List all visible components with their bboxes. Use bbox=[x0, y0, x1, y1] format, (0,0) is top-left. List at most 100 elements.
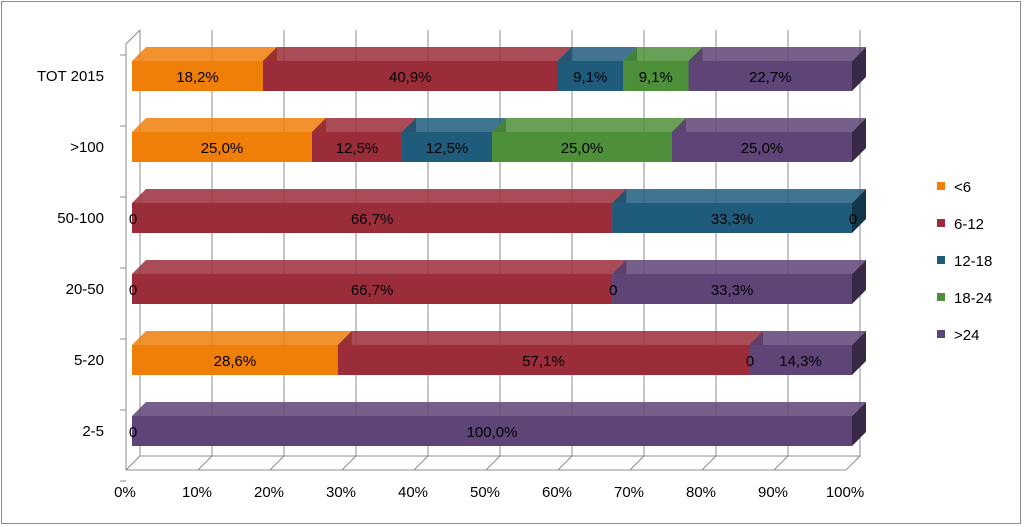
left-wall-top bbox=[125, 29, 141, 45]
bar-segment bbox=[749, 331, 866, 375]
x-tick-label: 60% bbox=[542, 484, 572, 501]
bar-segment bbox=[612, 189, 866, 233]
bar-front bbox=[402, 132, 492, 162]
bar-top bbox=[337, 331, 764, 345]
value-axis-labels: 0% 10% 20% 30% 40% 50% 60% 70% 80% 90% 100% bbox=[114, 484, 864, 501]
x-tick-label: 80% bbox=[686, 484, 716, 501]
data-label: 22,7% bbox=[749, 69, 792, 86]
bar-top bbox=[492, 118, 686, 132]
legend-swatch bbox=[937, 182, 945, 190]
data-label: 25,0% bbox=[561, 140, 604, 157]
bar-segment bbox=[132, 47, 278, 91]
bar-front bbox=[688, 61, 852, 91]
bar-top bbox=[132, 118, 326, 132]
x-tick-label: 70% bbox=[614, 484, 644, 501]
bar-side bbox=[852, 189, 866, 233]
legend-label: <6 bbox=[954, 179, 971, 196]
data-label: 9,1% bbox=[573, 69, 607, 86]
data-label: 18,2% bbox=[176, 69, 219, 86]
x-tick-label: 0% bbox=[114, 484, 136, 501]
data-label: 0 bbox=[129, 424, 137, 441]
data-label: 28,6% bbox=[214, 353, 257, 370]
x-tick-label: 20% bbox=[254, 484, 284, 501]
bar-top bbox=[263, 47, 572, 61]
category-label: TOT 2015 bbox=[37, 68, 104, 85]
data-label: 0 bbox=[609, 282, 617, 299]
legend-label: 18-24 bbox=[954, 290, 992, 307]
bar-front bbox=[263, 61, 558, 91]
x-tick-label: 30% bbox=[326, 484, 356, 501]
legend-swatch bbox=[937, 293, 945, 301]
bar-top bbox=[623, 47, 703, 61]
bar-top bbox=[312, 118, 416, 132]
legend-label: >24 bbox=[954, 327, 979, 344]
floor-gridline bbox=[269, 455, 285, 471]
legend-swatch bbox=[937, 330, 945, 338]
data-label: 25,0% bbox=[201, 140, 244, 157]
data-label: 33,3% bbox=[711, 282, 754, 299]
data-label: 40,9% bbox=[389, 69, 432, 86]
bar-front bbox=[672, 132, 852, 162]
data-label: 25,0% bbox=[741, 140, 784, 157]
bar-top bbox=[688, 47, 866, 61]
bar-front bbox=[749, 345, 852, 375]
data-label: 12,5% bbox=[426, 140, 469, 157]
floor-gridline bbox=[413, 455, 429, 471]
bar-segment bbox=[132, 118, 326, 162]
bar-front bbox=[612, 274, 852, 304]
bar-side bbox=[852, 260, 866, 304]
bar-front bbox=[132, 132, 312, 162]
bar-top bbox=[557, 47, 638, 61]
x-tick-label: 100% bbox=[826, 484, 864, 501]
bar-side bbox=[852, 402, 866, 446]
data-label: 12,5% bbox=[336, 140, 379, 157]
data-label: 0 bbox=[746, 353, 754, 370]
category-axis-labels: TOT 2015 >100 50-100 20-50 5-20 2-5 bbox=[37, 68, 104, 440]
category-label: 20-50 bbox=[66, 281, 104, 298]
bar-side bbox=[852, 118, 866, 162]
category-label: 5-20 bbox=[74, 352, 104, 369]
bar-front bbox=[623, 61, 689, 91]
bar-front bbox=[337, 345, 750, 375]
data-label: 0 bbox=[129, 211, 137, 228]
bar-segment bbox=[672, 118, 866, 162]
data-label: 33,3% bbox=[711, 211, 754, 228]
bar-front bbox=[132, 61, 264, 91]
bar-side bbox=[852, 47, 866, 91]
x-tick-label: 90% bbox=[758, 484, 788, 501]
data-label: 0 bbox=[849, 211, 857, 228]
floor-gridline bbox=[341, 455, 357, 471]
bar-front bbox=[612, 203, 852, 233]
data-label: 66,7% bbox=[351, 211, 394, 228]
data-label: 9,1% bbox=[639, 69, 673, 86]
bar-top bbox=[672, 118, 866, 132]
bar-top bbox=[132, 260, 627, 274]
category-label: 2-5 bbox=[82, 423, 104, 440]
gridlines bbox=[125, 30, 861, 471]
data-label: 66,7% bbox=[351, 282, 394, 299]
data-label: 0 bbox=[129, 282, 137, 299]
bar-top bbox=[612, 260, 866, 274]
bar-top bbox=[132, 331, 352, 345]
legend-swatch bbox=[937, 219, 945, 227]
bar-top bbox=[749, 331, 866, 345]
data-label: 14,3% bbox=[779, 353, 822, 370]
bar-top bbox=[402, 118, 506, 132]
legend-label: 12-18 bbox=[954, 253, 992, 270]
floor-gridline bbox=[197, 455, 213, 471]
floor-gridline bbox=[845, 455, 861, 471]
bar-top bbox=[132, 47, 278, 61]
floor-gridline bbox=[557, 455, 573, 471]
x-tick-label: 40% bbox=[398, 484, 428, 501]
category-label: >100 bbox=[70, 139, 104, 156]
bar-side bbox=[852, 331, 866, 375]
x-tick-label: 50% bbox=[470, 484, 500, 501]
bar-front bbox=[132, 203, 613, 233]
legend: <6 6-12 12-18 18-24 >24 bbox=[937, 179, 992, 344]
bar-front bbox=[132, 274, 613, 304]
bar-front bbox=[132, 345, 338, 375]
bar-segment bbox=[623, 47, 703, 91]
bar-front bbox=[557, 61, 624, 91]
x-tick-label: 10% bbox=[182, 484, 212, 501]
